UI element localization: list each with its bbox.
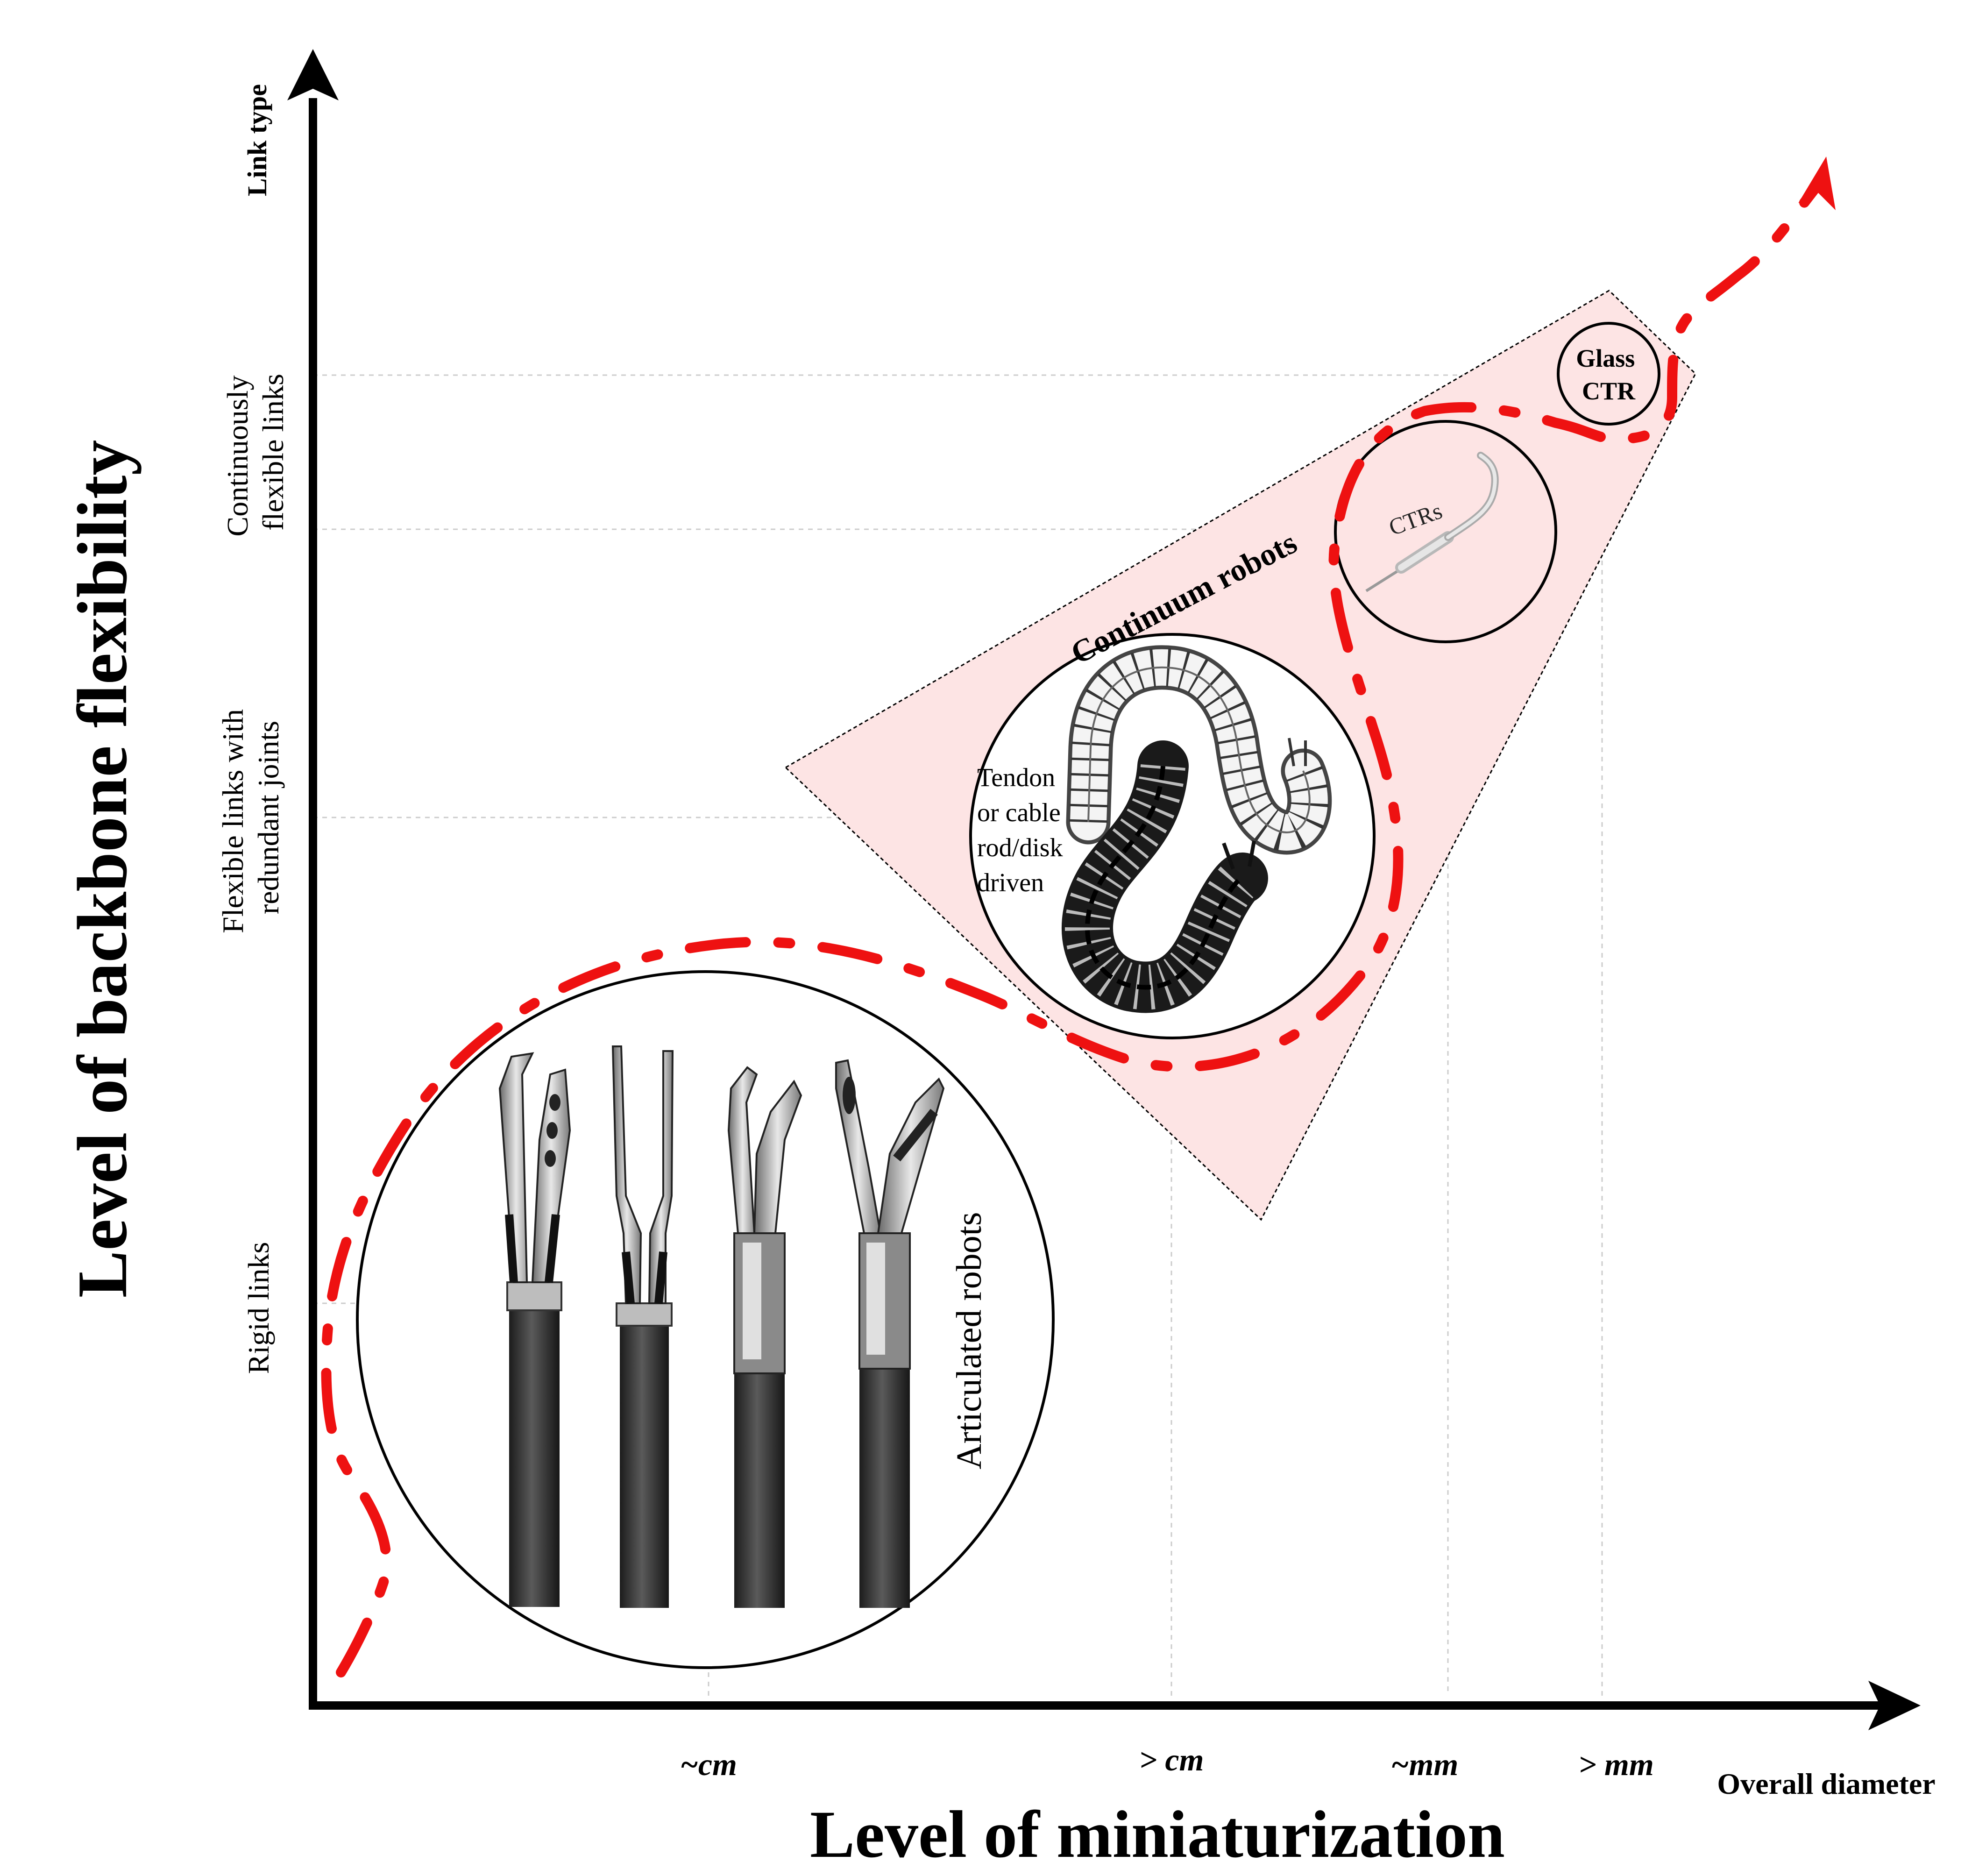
y-axis-title: Level of backbone flexibility — [63, 440, 142, 1298]
y-level-redundant: Flexible links with redundant joints — [216, 702, 285, 933]
tendon-label-line-4: driven — [977, 868, 1044, 897]
ctr-group: CTRs — [1334, 420, 1557, 643]
ctr-circle — [1334, 420, 1557, 643]
y-axis-arrowhead — [287, 49, 339, 100]
articulated-robots-label: Articulated robots — [950, 1212, 989, 1470]
x-axis-title: Level of miniaturization — [810, 1798, 1505, 1872]
tendon-label-line-2: or cable — [977, 798, 1061, 827]
y-level-rigid: Rigid links — [242, 1242, 275, 1374]
trend-arrowhead — [1798, 156, 1836, 210]
axes — [309, 98, 1887, 1710]
trend-line — [321, 156, 1836, 1677]
tendon-label-line-3: rod/disk — [977, 833, 1063, 862]
tendon-robot-dark — [1062, 740, 1268, 1013]
tendon-label: Tendon or cable rod/disk driven — [977, 763, 1070, 897]
y-level-redundant-line-1: Flexible links with — [216, 709, 249, 933]
instrument-dissector — [727, 1066, 802, 1608]
x-axis-subtitle: Overall diameter — [1717, 1767, 1935, 1800]
articulated-robots-group — [356, 970, 1055, 1669]
y-level-redundant-line-2: redundant joints — [252, 721, 285, 914]
x-tick-mm: ~mm — [1391, 1747, 1459, 1782]
glass-ctr-label: Glass CTR — [1576, 344, 1641, 405]
y-axis-subtitle: Link type — [242, 84, 272, 196]
x-tick-gt-cm: > cm — [1139, 1742, 1204, 1777]
instrument-scissor — [835, 1059, 945, 1608]
tendon-driven-group: Tendon or cable rod/disk driven — [969, 633, 1376, 1039]
x-axis-arrowhead — [1868, 1681, 1921, 1730]
x-tick-cm: ~cm — [680, 1747, 737, 1782]
glass-ctr-group: Glass CTR — [1557, 322, 1660, 426]
instrument-grasper-2 — [611, 1045, 674, 1608]
trend-line-dash-dot-segment — [321, 172, 1829, 1677]
y-level-continuous-line-2: flexible links — [256, 374, 290, 531]
ctr-device-image — [1365, 452, 1499, 592]
glass-ctr-label-line-1: Glass — [1576, 344, 1635, 372]
x-tick-gt-mm: > mm — [1578, 1747, 1654, 1782]
articulated-robots-circle — [356, 970, 1055, 1669]
tendon-label-line-1: Tendon — [977, 763, 1055, 792]
tendon-robot-light — [1066, 645, 1332, 855]
glass-ctr-label-line-2: CTR — [1582, 377, 1636, 405]
glass-ctr-circle — [1557, 322, 1660, 426]
y-level-continuous: Continuously flexible links — [221, 368, 290, 537]
instrument-grasper-1 — [498, 1052, 571, 1607]
y-level-continuous-line-1: Continuously — [221, 376, 254, 537]
